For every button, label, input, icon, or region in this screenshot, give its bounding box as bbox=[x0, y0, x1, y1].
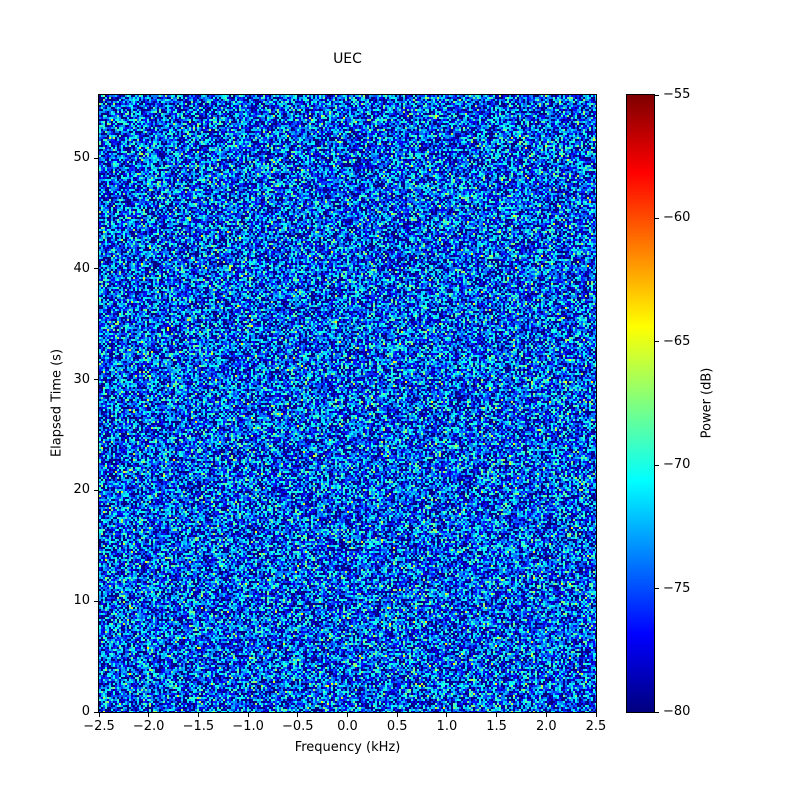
y-tick-mark bbox=[94, 268, 98, 270]
x-axis-label: Frequency (kHz) bbox=[294, 740, 401, 755]
x-tick-mark bbox=[247, 713, 249, 717]
y-tick-mark bbox=[94, 600, 98, 602]
colorbar-tick-label: −75 bbox=[663, 580, 691, 596]
x-tick-label: −1.0 bbox=[232, 719, 264, 734]
x-tick-mark bbox=[347, 713, 348, 717]
x-tick-mark bbox=[98, 713, 100, 717]
plot-frame bbox=[98, 94, 597, 713]
y-tick-label: 0 bbox=[81, 704, 90, 719]
colorbar-tick-label: −70 bbox=[663, 457, 691, 473]
x-tick-mark bbox=[496, 713, 498, 717]
y-tick-label: 40 bbox=[73, 260, 90, 276]
colorbar-tick-label: −55 bbox=[663, 87, 691, 102]
x-tick-mark bbox=[446, 713, 448, 717]
colorbar-tick-mark bbox=[655, 94, 659, 96]
chart-title: UEC bbox=[333, 51, 362, 67]
x-tick-mark bbox=[197, 713, 199, 717]
x-tick-mark bbox=[545, 713, 547, 717]
x-tick-label: 0.0 bbox=[337, 719, 358, 734]
colorbar-tick-label: −60 bbox=[663, 210, 691, 226]
x-tick-label: −1.5 bbox=[182, 719, 215, 734]
x-tick-label: −0.5 bbox=[282, 719, 314, 734]
y-tick-mark bbox=[94, 157, 98, 159]
x-tick-mark bbox=[297, 713, 299, 717]
colorbar-tick-mark bbox=[655, 588, 659, 590]
x-tick-label: 2.5 bbox=[585, 719, 607, 734]
colorbar-tick-mark bbox=[655, 341, 659, 343]
x-tick-label: 1.0 bbox=[436, 719, 458, 734]
colorbar-tick-mark bbox=[655, 711, 659, 713]
colorbar-tick-mark bbox=[655, 464, 659, 466]
colorbar-tick-label: −65 bbox=[663, 333, 691, 349]
y-tick-label: 10 bbox=[73, 593, 90, 609]
x-tick-label: 1.5 bbox=[486, 719, 507, 734]
y-tick-label: 30 bbox=[73, 371, 90, 387]
x-tick-mark bbox=[595, 713, 597, 717]
x-tick-mark bbox=[148, 713, 150, 717]
x-tick-mark bbox=[396, 713, 398, 717]
spectrogram-heatmap bbox=[99, 95, 596, 712]
colorbar-label: Power (dB) bbox=[699, 367, 715, 439]
colorbar-tick-mark bbox=[655, 217, 659, 219]
x-tick-label: −2.5 bbox=[83, 719, 115, 734]
colorbar-gradient bbox=[627, 95, 654, 712]
y-tick-mark bbox=[94, 711, 98, 713]
x-tick-label: −2.0 bbox=[132, 719, 165, 734]
colorbar-tick-label: −80 bbox=[663, 704, 691, 719]
y-tick-label: 20 bbox=[73, 482, 90, 498]
y-tick-mark bbox=[94, 379, 98, 381]
colorbar-frame bbox=[626, 94, 655, 713]
y-tick-mark bbox=[94, 489, 98, 491]
y-axis-label: Elapsed Time (s) bbox=[49, 348, 65, 458]
y-tick-label: 50 bbox=[73, 150, 90, 166]
x-tick-label: 0.5 bbox=[386, 719, 408, 734]
x-tick-label: 2.0 bbox=[535, 719, 557, 734]
